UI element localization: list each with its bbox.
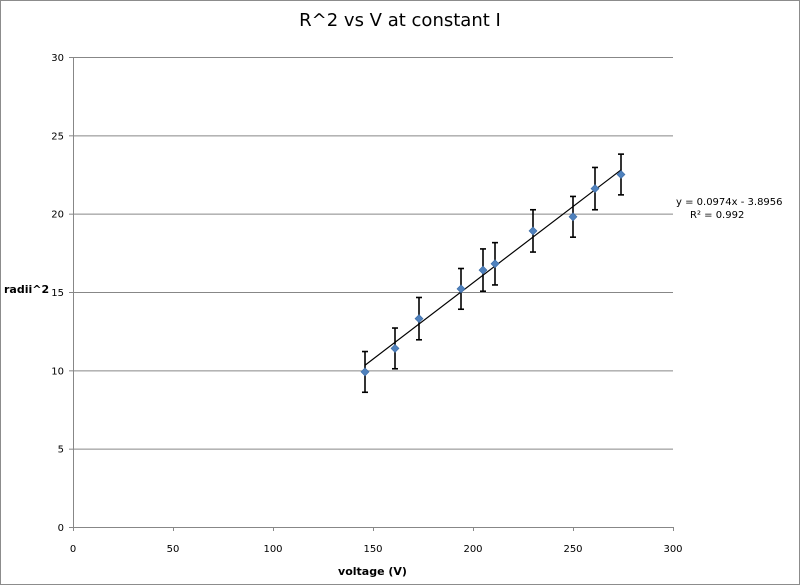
x-tick-label: 100 bbox=[263, 544, 282, 555]
y-tick-label: 30 bbox=[51, 53, 64, 64]
y-tick-label: 20 bbox=[51, 210, 64, 221]
y-tick-label: 0 bbox=[58, 523, 64, 534]
data-point bbox=[390, 343, 400, 353]
trendline-r-squared: R² = 0.992 bbox=[690, 210, 745, 221]
x-tick-label: 200 bbox=[463, 544, 482, 555]
x-tick-label: 0 bbox=[70, 544, 76, 555]
x-tick-label: 50 bbox=[167, 544, 180, 555]
data-point bbox=[414, 314, 424, 324]
data-point bbox=[478, 265, 488, 275]
x-tick-label: 250 bbox=[563, 544, 582, 555]
y-axis-title: radii^2 bbox=[4, 283, 50, 296]
trendline bbox=[364, 169, 622, 366]
data-point bbox=[456, 284, 466, 294]
trendline-equation: y = 0.0974x - 3.8956 bbox=[676, 197, 783, 208]
y-tick-label: 15 bbox=[51, 288, 64, 299]
y-tick-label: 5 bbox=[58, 445, 64, 456]
y-tick-label: 25 bbox=[51, 131, 64, 142]
data-point bbox=[568, 212, 578, 222]
data-point bbox=[528, 226, 538, 236]
x-axis-title: voltage (V) bbox=[338, 565, 407, 578]
chart-title: R^2 vs V at constant I bbox=[299, 10, 501, 31]
data-point bbox=[616, 170, 626, 179]
x-tick-label: 150 bbox=[363, 544, 382, 555]
x-tick-label: 300 bbox=[663, 544, 682, 555]
y-tick-label: 10 bbox=[51, 366, 64, 377]
data-point bbox=[590, 184, 600, 194]
data-point bbox=[360, 367, 370, 377]
data-point bbox=[490, 259, 500, 269]
